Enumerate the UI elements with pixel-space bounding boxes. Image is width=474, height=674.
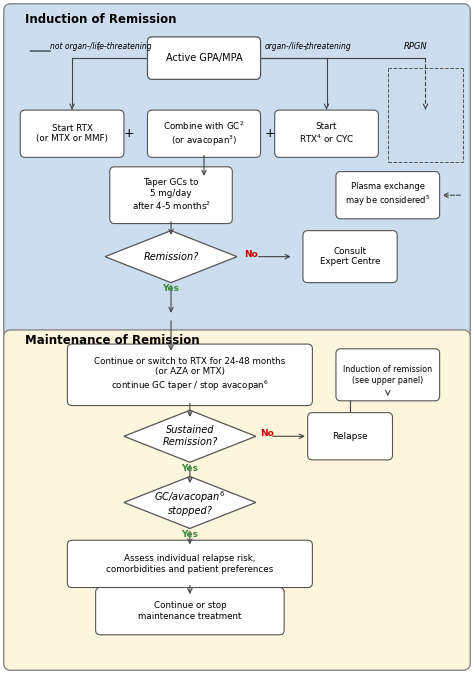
Text: Continue or stop
maintenance treatment: Continue or stop maintenance treatment [138,601,242,621]
Text: Sustained
Remission?: Sustained Remission? [162,425,218,447]
Text: Induction of remission
(see upper panel): Induction of remission (see upper panel) [343,365,432,384]
Text: +: + [264,127,275,140]
Text: Active GPA/MPA: Active GPA/MPA [166,53,242,63]
FancyBboxPatch shape [308,412,392,460]
FancyBboxPatch shape [4,330,470,670]
FancyBboxPatch shape [147,37,261,80]
FancyBboxPatch shape [67,344,312,406]
Text: $\mathregular{^1}$: $\mathregular{^1}$ [96,45,100,51]
FancyBboxPatch shape [96,588,284,635]
FancyBboxPatch shape [303,231,397,282]
Polygon shape [105,231,237,282]
Polygon shape [124,477,256,528]
Text: RPGN: RPGN [404,42,428,51]
FancyBboxPatch shape [110,167,232,224]
Text: Remission?: Remission? [144,251,199,262]
FancyBboxPatch shape [275,110,378,157]
Text: organ-/life-threatening: organ-/life-threatening [264,42,351,51]
Text: Continue or switch to RTX for 24-48 months
(or AZA or MTX)
continue GC taper / s: Continue or switch to RTX for 24-48 mont… [94,357,285,393]
Text: Yes: Yes [182,464,199,472]
FancyBboxPatch shape [147,110,261,157]
Text: not organ-/life-threatening: not organ-/life-threatening [50,42,151,51]
Text: Taper GCs to
5 mg/day
after 4-5 months$^2$: Taper GCs to 5 mg/day after 4-5 months$^… [131,178,210,212]
FancyBboxPatch shape [4,4,470,340]
Text: No: No [244,250,258,259]
Text: Maintenance of Remission: Maintenance of Remission [25,334,200,347]
FancyBboxPatch shape [336,172,439,219]
Text: Combine with GC$^2$
(or avacopan$^3$): Combine with GC$^2$ (or avacopan$^3$) [164,119,245,148]
Text: $\mathregular{^1}$: $\mathregular{^1}$ [303,45,308,51]
Text: Relapse: Relapse [332,432,368,441]
Text: Induction of Remission: Induction of Remission [25,13,176,26]
Text: Plasma exchange
may be considered$^5$: Plasma exchange may be considered$^5$ [345,183,430,208]
Polygon shape [124,410,256,462]
Text: Consult
Expert Centre: Consult Expert Centre [320,247,380,266]
FancyBboxPatch shape [67,541,312,588]
Text: Start
RTX$^4$ or CYC: Start RTX$^4$ or CYC [299,122,354,146]
FancyBboxPatch shape [336,349,439,401]
Text: GC/avacopan$^6$
stopped?: GC/avacopan$^6$ stopped? [155,489,226,516]
Text: Yes: Yes [163,284,180,293]
Text: Assess individual relapse risk,
comorbidities and patient preferences: Assess individual relapse risk, comorbid… [106,554,273,574]
FancyBboxPatch shape [20,110,124,157]
Text: Yes: Yes [182,530,199,539]
Text: No: No [261,429,274,438]
Text: +: + [123,127,134,140]
Text: Start RTX
(or MTX or MMF): Start RTX (or MTX or MMF) [36,124,108,144]
